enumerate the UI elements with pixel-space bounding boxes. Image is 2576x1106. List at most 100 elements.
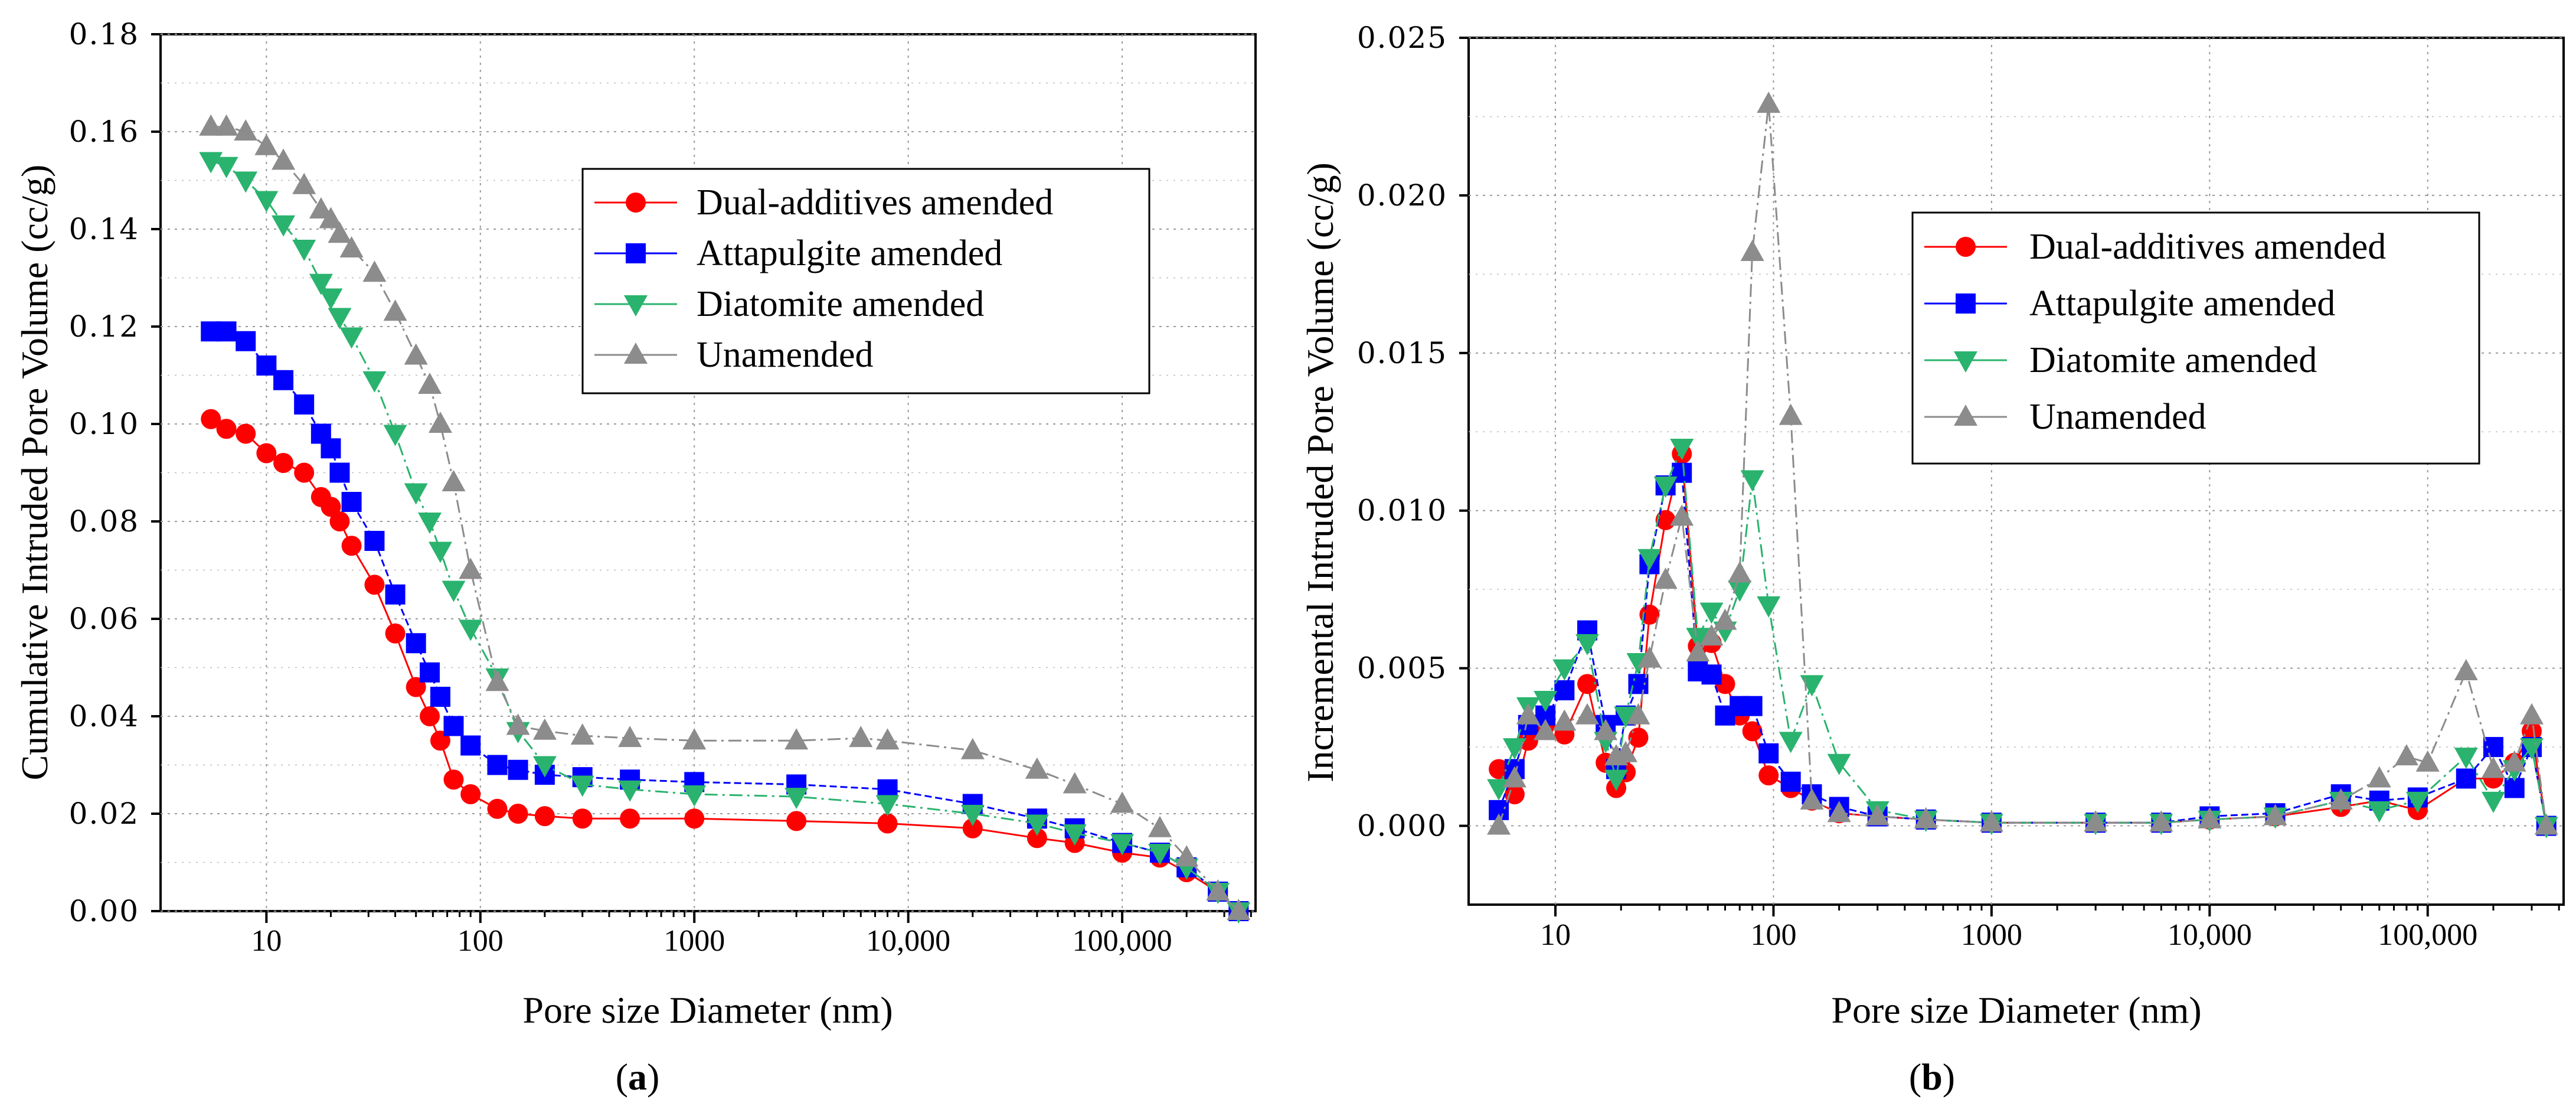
panel-a-data-point — [309, 197, 333, 218]
panel-a-data-point — [214, 114, 238, 136]
panel-b-data-point — [1489, 759, 1509, 779]
panel-b-data-point — [1575, 634, 1599, 655]
panel-b-data-point — [1670, 504, 1694, 526]
panel-a-data-point — [234, 171, 258, 193]
panel-a-data-point — [460, 784, 481, 804]
panel-a-series-1 — [201, 321, 1249, 921]
panel-a-data-point — [383, 299, 407, 321]
panel-a-x-axis-label: Pore size Diameter (nm) — [522, 989, 893, 1031]
panel-b-data-point — [1516, 703, 1540, 725]
panel-b-y-tick-label: 0.005 — [1357, 651, 1447, 686]
panel-b-x-tick-label: 10,000 — [2168, 918, 2252, 952]
panel-a-data-point — [294, 462, 315, 483]
panel-a-data-point — [1148, 844, 1172, 865]
panel-b-data-point — [2456, 768, 2476, 789]
panel-a-data-point — [506, 713, 530, 735]
panel-b-data-point — [2520, 703, 2544, 725]
panel-a-data-point — [460, 735, 481, 756]
panel-a-caption: (a) — [616, 1056, 660, 1098]
panel-a-legend-label: Attapulgite amended — [697, 233, 1002, 273]
panel-b-data-point — [2367, 801, 2391, 823]
panel-b-data-point — [1914, 807, 1938, 828]
panel-b-data-point — [1686, 628, 1710, 650]
panel-a-data-point — [1110, 834, 1135, 856]
panel-b-data-point — [1779, 403, 1803, 425]
panel-b-data-point — [1742, 721, 1763, 742]
panel-b-data-point — [1626, 703, 1650, 725]
panel-a-data-point — [508, 804, 528, 824]
panel-a-x-tick-label: 100 — [457, 924, 504, 958]
panel-a-legend-marker — [626, 243, 646, 263]
panel-b-data-point — [1637, 549, 1662, 570]
panel-b-data-point — [1740, 239, 1764, 261]
panel-a-data-point — [256, 355, 277, 376]
panel-b-y-axis-label: Incremental Intruded Pore Volume (cc/g) — [1299, 162, 1341, 782]
panel-b-series — [1487, 92, 2558, 839]
panel-b-legend-label: Unamended — [2029, 397, 2206, 437]
panel-b-data-point — [2522, 721, 2542, 742]
panel-b-data-point — [2198, 807, 2222, 828]
panel-b-data-point — [2149, 810, 2173, 832]
panel-b-data-point — [1800, 675, 1824, 697]
panel-a-data-point — [236, 423, 256, 444]
panel-b-data-point — [1552, 659, 1577, 681]
panel-b-legend-marker — [1956, 293, 1976, 314]
panel-b-data-point — [1594, 719, 1618, 740]
panel-a-y-tick-label: 0.12 — [69, 309, 139, 344]
panel-b-caption: (b) — [1909, 1056, 1955, 1098]
panel-a-data-point — [1148, 815, 1172, 837]
panel-a-data-point — [443, 769, 464, 790]
panel-b-data-point — [1713, 608, 1737, 630]
panel-a-data-point — [328, 221, 352, 243]
panel-a-data-point — [420, 706, 440, 726]
panel-a-data-point — [319, 288, 343, 310]
panel-b-series-line — [1498, 454, 2548, 826]
panel-a-data-point — [428, 541, 452, 563]
panel-b-data-point — [2481, 791, 2505, 813]
panel-b-data-point — [2454, 748, 2478, 769]
panel-b-data-point — [1865, 804, 1889, 826]
panel-a-data-point — [459, 619, 483, 641]
panel-b-data-point — [2084, 810, 2108, 832]
panel-a-data-point — [236, 331, 256, 351]
panel-a-data-point — [684, 808, 705, 829]
panel-a-y-tick-label: 0.08 — [69, 504, 139, 539]
panel-a-data-point — [341, 492, 362, 512]
panel-a-data-point — [404, 343, 428, 365]
panel-a-data-point — [272, 148, 296, 170]
panel-a-legend-label: Unamended — [697, 335, 874, 375]
panel-a-data-point — [442, 580, 466, 602]
panel-a-data-point — [849, 726, 873, 748]
panel-a-data-point — [960, 738, 985, 759]
panel-b-data-point — [1614, 706, 1638, 728]
panel-a-data-point — [442, 470, 466, 491]
panel-b-data-point — [1502, 766, 1526, 788]
panel-a-data-point — [199, 114, 223, 136]
panel-b-data-point — [1575, 703, 1599, 725]
panel-a-data-point — [485, 670, 509, 691]
panel-b-data-point — [1758, 743, 1779, 764]
panel-a-legend-item: Unamended — [594, 335, 874, 375]
panel-a-y-tick-label: 0.00 — [69, 894, 139, 928]
panel-a-data-point — [364, 575, 385, 595]
panel-a-y-axis-label: Cumulative Intruded Pore Volume (cc/g) — [14, 165, 55, 781]
panel-a-y-tick-label: 0.04 — [69, 699, 139, 733]
panel-a-data-point — [570, 723, 594, 745]
panel-a-data-point — [1110, 791, 1135, 813]
panel-a-data-point — [329, 462, 350, 483]
panel-a-data-point — [459, 557, 483, 579]
panel-a-data-point — [362, 371, 387, 393]
panel-b-legend: Dual-additives amended Attapulgite amende… — [1911, 211, 2480, 465]
panel-b-x-tick-label: 10 — [1540, 918, 1571, 952]
panel-a-x-tick-label: 10 — [251, 924, 282, 958]
panel-b-data-point — [1554, 680, 1575, 701]
panel-a-ticks: 0.00 0.02 0.04 0.06 0.08 0.10 0.12 0.14 0.16 0.18… — [69, 17, 1252, 958]
panel-a-data-point — [420, 662, 440, 683]
panel-a-data-point — [487, 755, 508, 775]
panel-a-data-point — [214, 156, 238, 178]
panel-b-x-tick-label: 100,000 — [2378, 918, 2477, 952]
panel-a-data-point — [254, 133, 279, 155]
panel-a-data-point — [618, 780, 642, 802]
panel-b-legend-box — [1911, 211, 2480, 465]
panel-b-caption-letter: b — [1921, 1056, 1943, 1098]
